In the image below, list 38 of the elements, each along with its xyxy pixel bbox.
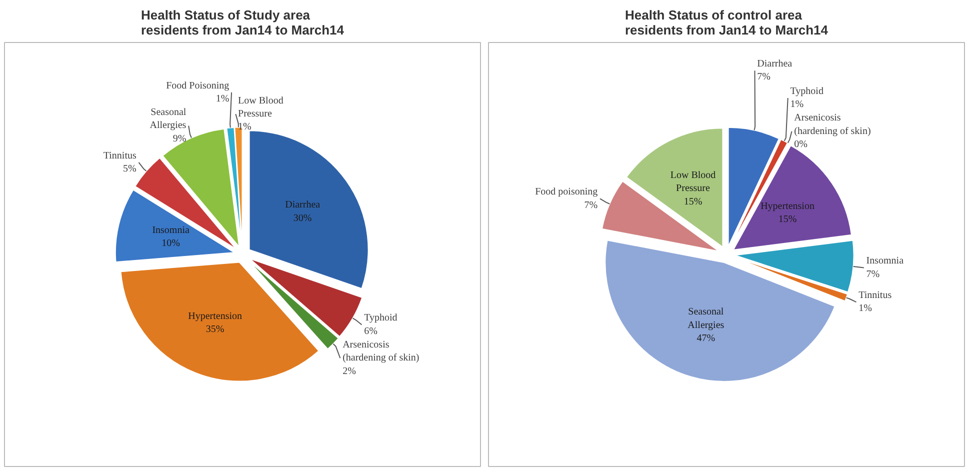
data-label: 1% [238,122,252,133]
data-label: 7% [866,268,880,280]
slice-label: Hypertension [188,310,242,322]
slice-label: Hypertension [760,200,814,212]
data-label: 6% [364,326,378,337]
text: 0% [794,139,808,150]
category-label: Arsenicosis (hardening of skin) [794,112,871,137]
slice-label: Typhoid [790,86,824,97]
slice-label: Tinnitus [858,290,892,302]
slice-label: Insomnia [866,256,904,267]
slice-label: Food poisoning [535,186,598,198]
slice-label: Arsenicosis (hardening of skin) [342,339,420,364]
slice-label: Typhoid [364,312,398,324]
slice-label: Insomnia [152,224,190,236]
slice-label: Food Poisoning [166,80,230,92]
slice-label: Low Blood Pressure [670,170,716,194]
data-label: 15% [778,214,797,226]
data-label: 47% [696,333,716,344]
slice-label: Low Blood Pressure [238,95,284,120]
data-label: 2% [342,366,356,377]
data-label: 15% [684,196,702,208]
slice-label: Seasonal Allergies [688,306,724,331]
data-label: 5% [123,164,136,175]
data-label: 1% [790,99,804,110]
data-label: 1% [216,94,230,104]
data-label: 7% [757,72,770,83]
data-label: 35% [206,324,224,336]
slice-label: Diarrhea [285,200,321,211]
data-label: 30% [293,212,312,224]
chart-title: Health Status of Study area residents from Jan14 to March14 [140,8,345,38]
slice-label: Diarrhea [757,58,793,70]
data-label: 9% [172,133,186,144]
chart-title: Health Status of control area residents from Jan14 to March14 [624,8,829,38]
data-label: 1% [858,303,872,314]
data-label: 10% [162,238,180,250]
slice-label: Tinnitus [103,150,136,162]
slice-label: Seasonal Allergies [150,107,186,132]
data-label: 7% [584,200,598,211]
